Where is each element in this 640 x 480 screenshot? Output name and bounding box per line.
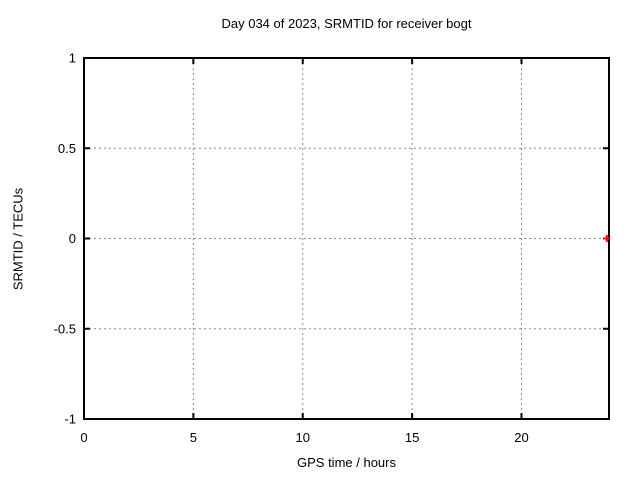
y-tick-label: 0.5 — [58, 141, 76, 156]
x-axis-label: GPS time / hours — [297, 455, 396, 470]
x-tick-label: 5 — [190, 430, 197, 445]
y-tick-label: -1 — [64, 412, 76, 427]
x-tick-label: 20 — [514, 430, 528, 445]
chart-title: Day 034 of 2023, SRMTID for receiver bog… — [221, 16, 472, 31]
y-tick-label: 0 — [69, 231, 76, 246]
x-tick-label: 10 — [296, 430, 310, 445]
x-tick-label: 0 — [80, 430, 87, 445]
y-tick-label: 1 — [69, 51, 76, 66]
y-tick-label: -0.5 — [54, 321, 76, 336]
x-tick-label: 15 — [405, 430, 419, 445]
